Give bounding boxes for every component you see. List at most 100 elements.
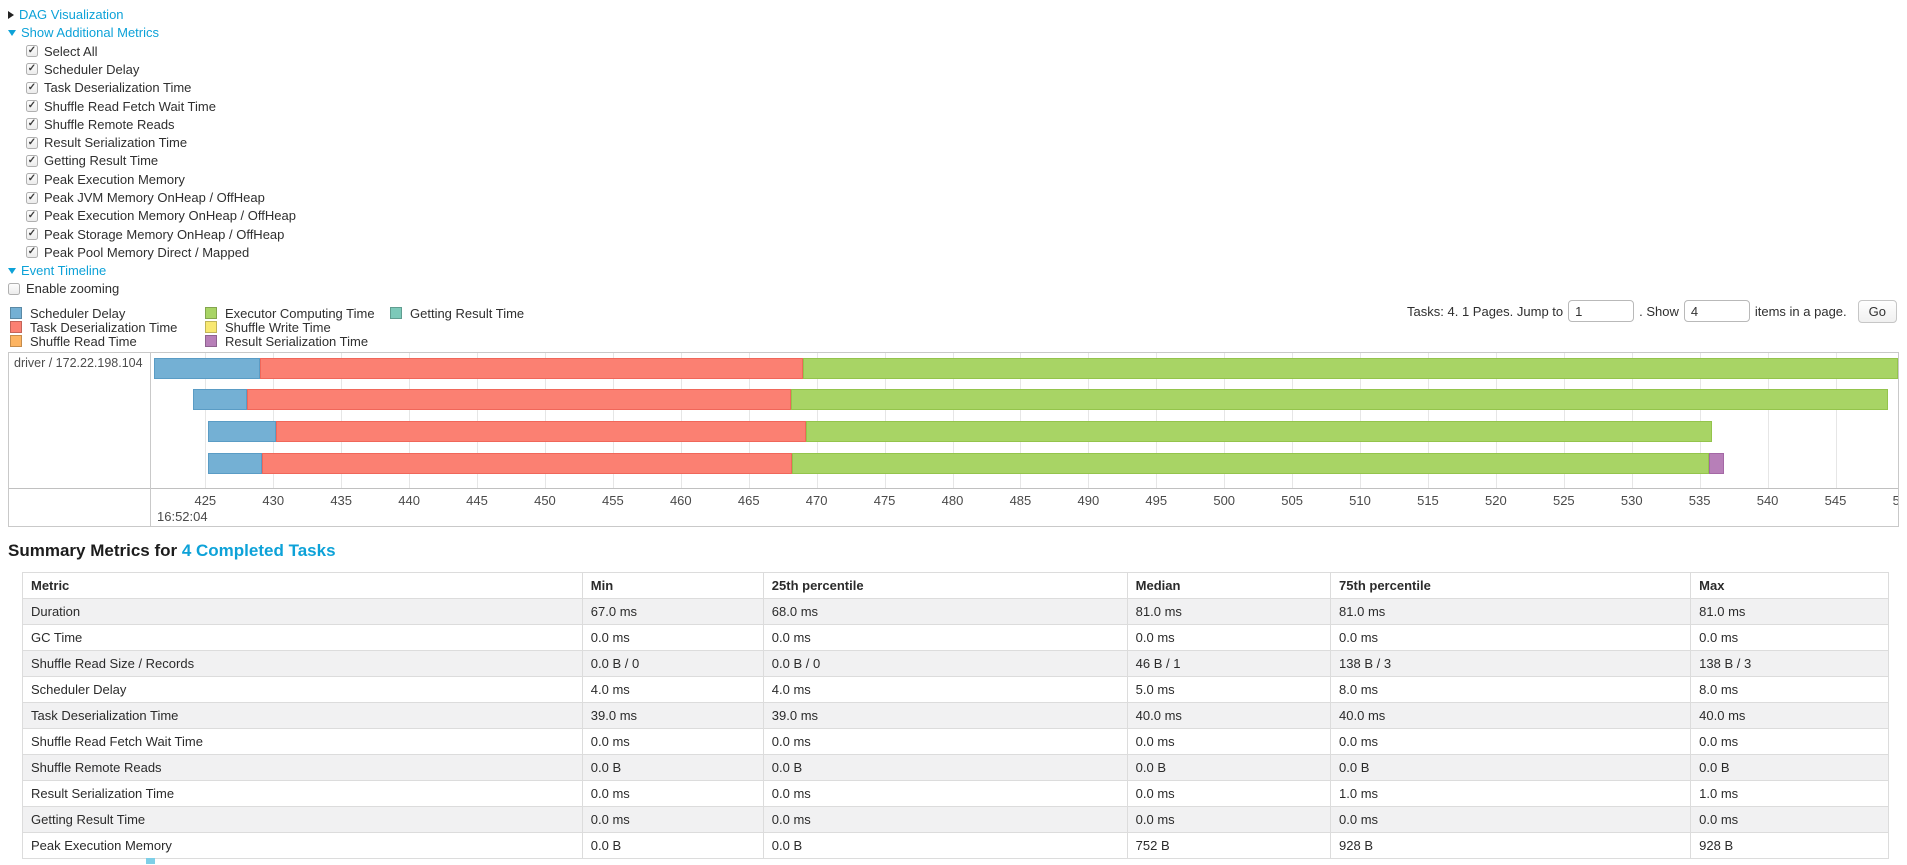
- table-row: Shuffle Remote Reads 0.0 B 0.0 B 0.0 B 0.0 B…: [22, 754, 1889, 781]
- timeline-bar-segment-deserialization[interactable]: [247, 389, 791, 410]
- legend-label: Shuffle Write Time: [225, 319, 331, 335]
- timeline-gridline: [341, 353, 343, 488]
- checkbox-checked[interactable]: [26, 118, 38, 131]
- legend-label: Result Serialization Time: [225, 333, 369, 349]
- table-cell: 0.0 ms: [1126, 728, 1332, 755]
- timeline-gridline: [1563, 353, 1565, 488]
- timeline-gridline: [1156, 353, 1158, 488]
- timeline-bar-segment-scheduler-delay[interactable]: [153, 358, 260, 379]
- timeline-bar-segment-computing[interactable]: [803, 358, 1898, 379]
- dag-visualization-toggle[interactable]: DAG Visualization: [8, 6, 296, 24]
- table-cell: 0.0 B: [1330, 754, 1692, 781]
- axis-tick-label: 480: [941, 493, 964, 508]
- legend-column: Scheduler Delay Task Deserialization Time…: [10, 306, 205, 349]
- table-row: Peak Execution Memory 0.0 B 0.0 B 752 B 928 …: [22, 832, 1889, 859]
- metric-checkbox-row: Peak JVM Memory OnHeap / OffHeap: [26, 188, 296, 206]
- checkbox-checked[interactable]: [26, 154, 38, 167]
- legend-column: Executor Computing Time Shuffle Write Tim…: [205, 306, 390, 349]
- timeline-bar-segment-serialization[interactable]: [1709, 453, 1725, 474]
- checkbox-checked[interactable]: [26, 63, 38, 76]
- jump-to-page-input[interactable]: [1568, 300, 1635, 322]
- legend-swatch-icon: [10, 335, 22, 348]
- legend-label: Task Deserialization Time: [30, 319, 178, 335]
- enable-zooming-checkbox[interactable]: [8, 282, 20, 295]
- table-cell: Getting Result Time: [22, 806, 583, 833]
- checkbox-checked[interactable]: [26, 173, 38, 186]
- table-cell: Result Serialization Time: [22, 780, 583, 807]
- checkbox-checked[interactable]: [26, 45, 38, 58]
- table-cell: Shuffle Read Size / Records: [22, 650, 583, 677]
- axis-tick-label: 530: [1620, 493, 1643, 508]
- table-cell: 0.0 B: [1126, 754, 1332, 781]
- timeline-bar-segment-scheduler-delay[interactable]: [208, 453, 263, 474]
- checkbox-checked[interactable]: [26, 228, 38, 241]
- table-cell: 0.0 B / 0: [762, 650, 1128, 677]
- summary-metrics-title: Summary Metrics for 4 Completed Tasks: [8, 541, 336, 561]
- metric-checkbox-row: Peak Execution Memory OnHeap / OffHeap: [26, 207, 296, 225]
- pagination-mid-text: . Show: [1639, 303, 1679, 319]
- column-header: Min: [581, 572, 764, 599]
- metric-label: Result Serialization Time: [44, 135, 188, 151]
- metric-checkbox-row: Shuffle Read Fetch Wait Time: [26, 97, 296, 115]
- legend-item: Executor Computing Time: [205, 306, 390, 321]
- timeline-gridline: [816, 353, 818, 488]
- table-row: Shuffle Read Fetch Wait Time 0.0 ms 0.0 ms…: [22, 728, 1889, 755]
- timeline-gridline: [1631, 353, 1633, 488]
- task-pagination: Tasks: 4. 1 Pages. Jump to . Show items …: [1402, 299, 1897, 323]
- timeline-bar-segment-scheduler-delay[interactable]: [193, 389, 248, 410]
- metric-label: Shuffle Remote Reads: [44, 116, 175, 132]
- legend-item: Result Serialization Time: [205, 333, 390, 349]
- checkbox-checked[interactable]: [26, 100, 38, 113]
- timeline-bar-segment-computing[interactable]: [792, 453, 1710, 474]
- timeline-bar-segment-deserialization[interactable]: [259, 358, 804, 379]
- timeline-bar-segment-scheduler-delay[interactable]: [208, 421, 276, 442]
- timeline-bar-segment-computing[interactable]: [790, 389, 1889, 410]
- metric-label: Scheduler Delay: [44, 61, 140, 77]
- table-row: Result Serialization Time 0.0 ms 0.0 ms 0.0…: [22, 780, 1889, 807]
- table-cell: 5.0 ms: [1126, 676, 1332, 703]
- pagination-prefix-text: Tasks: 4. 1 Pages. Jump to: [1407, 303, 1564, 319]
- dag-visualization-label: DAG Visualization: [19, 7, 124, 22]
- table-cell: 1.0 ms: [1690, 780, 1889, 807]
- table-row: GC Time 0.0 ms 0.0 ms 0.0 ms 0.0 ms 0.0 ms: [22, 624, 1889, 651]
- timeline-gridline: [477, 353, 479, 488]
- event-timeline-label: Event Timeline: [21, 262, 107, 278]
- event-timeline-toggle[interactable]: Event Timeline: [8, 262, 296, 280]
- table-cell: 0.0 B: [1690, 754, 1889, 781]
- timeline-gridline: [205, 353, 207, 488]
- summary-table-body: Duration 67.0 ms 68.0 ms 81.0 ms 81.0 ms 81.0…: [22, 598, 1889, 859]
- timeline-bar-segment-computing[interactable]: [805, 421, 1712, 442]
- axis-tick-label: 440: [398, 493, 420, 508]
- axis-tick-label: 485: [1009, 493, 1032, 508]
- metric-checkbox-row: Scheduler Delay: [26, 60, 296, 78]
- checkbox-checked[interactable]: [26, 246, 38, 259]
- metric-label: Peak Pool Memory Direct / Mapped: [44, 244, 250, 260]
- expanded-arrow-icon: [8, 30, 16, 36]
- checkbox-checked[interactable]: [26, 191, 38, 204]
- go-button[interactable]: Go: [1857, 299, 1897, 323]
- checkbox-checked[interactable]: [26, 209, 38, 222]
- axis-tick-label: 430: [262, 493, 285, 508]
- table-cell: 0.0 B / 0: [581, 650, 764, 677]
- checkbox-checked[interactable]: [26, 136, 38, 149]
- checkbox-checked[interactable]: [26, 81, 38, 94]
- metric-label: Peak Execution Memory: [44, 171, 185, 187]
- items-per-page-input[interactable]: [1683, 300, 1750, 322]
- timeline-bar-segment-deserialization[interactable]: [262, 453, 793, 474]
- table-cell: 1.0 ms: [1330, 780, 1692, 807]
- table-row: Getting Result Time 0.0 ms 0.0 ms 0.0 ms 0.0…: [22, 806, 1889, 833]
- axis-tick-label: 465: [737, 493, 760, 508]
- table-cell: 0.0 ms: [1126, 780, 1332, 807]
- timeline-gridline: [1835, 353, 1837, 488]
- table-cell: 0.0 B: [762, 832, 1128, 859]
- table-cell: 0.0 ms: [762, 624, 1128, 651]
- table-cell: 0.0 ms: [1690, 806, 1889, 833]
- table-cell: 68.0 ms: [762, 598, 1128, 625]
- legend-item: Getting Result Time: [390, 306, 524, 321]
- show-additional-metrics-toggle[interactable]: Show Additional Metrics: [8, 24, 296, 42]
- completed-tasks-link[interactable]: 4 Completed Tasks: [181, 541, 336, 560]
- timeline-bar-segment-deserialization[interactable]: [275, 421, 806, 442]
- metric-checkbox-row: Result Serialization Time: [26, 133, 296, 151]
- timeline-gridline: [612, 353, 614, 488]
- table-cell: 0.0 ms: [762, 806, 1128, 833]
